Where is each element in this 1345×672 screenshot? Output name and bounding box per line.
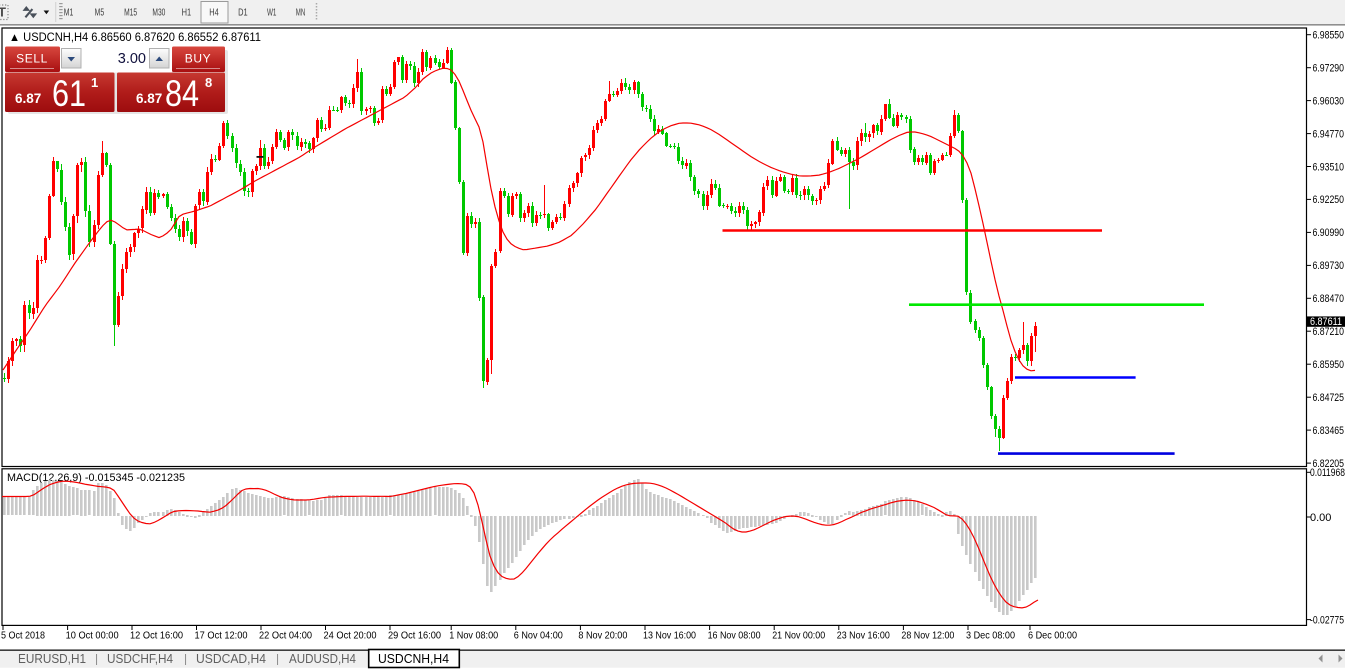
- svg-text:MACD(12,26,9) -0.015345 -0.021: MACD(12,26,9) -0.015345 -0.021235: [7, 472, 185, 484]
- svg-text:24 Oct 20:00: 24 Oct 20:00: [324, 630, 377, 642]
- svg-text:H1: H1: [182, 7, 192, 19]
- svg-text:12 Oct 16:00: 12 Oct 16:00: [130, 630, 183, 642]
- svg-text:0.00: 0.00: [1310, 512, 1331, 524]
- svg-text:6 Nov 04:00: 6 Nov 04:00: [514, 630, 563, 642]
- svg-text:6 Dec 00:00: 6 Dec 00:00: [1028, 630, 1077, 642]
- svg-text:6.94770: 6.94770: [1313, 128, 1345, 140]
- svg-text:1 Nov 08:00: 1 Nov 08:00: [449, 630, 498, 642]
- svg-text:USDCAD,H4: USDCAD,H4: [196, 652, 266, 666]
- svg-text:6.83465: 6.83465: [1313, 425, 1345, 437]
- svg-text:13 Nov 16:00: 13 Nov 16:00: [643, 630, 696, 642]
- svg-text:AUDUSD,H4: AUDUSD,H4: [289, 652, 356, 666]
- svg-text:-0.02775: -0.02775: [1310, 614, 1344, 626]
- svg-text:0.011968: 0.011968: [1310, 467, 1345, 479]
- svg-text:▲ USDCNH,H4 6.86560 6.87620 6: ▲ USDCNH,H4 6.86560 6.87620 6.86552 6.87…: [9, 32, 261, 44]
- svg-text:H4: H4: [209, 7, 219, 19]
- svg-text:6.87611: 6.87611: [1310, 316, 1342, 328]
- svg-text:6.87: 6.87: [15, 91, 41, 106]
- svg-text:10 Oct 00:00: 10 Oct 00:00: [66, 630, 119, 642]
- svg-text:17 Oct 12:00: 17 Oct 12:00: [195, 630, 248, 642]
- svg-text:6.82205: 6.82205: [1313, 458, 1345, 470]
- svg-text:MN: MN: [296, 7, 306, 19]
- svg-text:16 Nov 08:00: 16 Nov 08:00: [708, 630, 761, 642]
- svg-text:6.90990: 6.90990: [1313, 227, 1345, 239]
- svg-text:|: |: [276, 652, 279, 666]
- svg-text:6.84725: 6.84725: [1313, 392, 1345, 404]
- svg-text:|: |: [184, 652, 187, 666]
- svg-text:6.87210: 6.87210: [1313, 326, 1345, 338]
- svg-text:6.92250: 6.92250: [1313, 194, 1345, 206]
- svg-text:3.00: 3.00: [118, 51, 146, 67]
- svg-text:3 Dec 08:00: 3 Dec 08:00: [966, 630, 1015, 642]
- svg-text:6.89730: 6.89730: [1313, 260, 1345, 272]
- svg-text:5 Oct 2018: 5 Oct 2018: [1, 630, 45, 642]
- svg-text:1: 1: [91, 75, 98, 90]
- svg-text:28 Nov 12:00: 28 Nov 12:00: [901, 630, 954, 642]
- svg-text:T: T: [0, 5, 6, 20]
- svg-text:EURUSD,H1: EURUSD,H1: [18, 652, 86, 666]
- svg-text:8: 8: [205, 75, 212, 90]
- svg-text:6.93510: 6.93510: [1313, 161, 1345, 173]
- svg-text:6.96030: 6.96030: [1313, 95, 1345, 107]
- svg-text:|: |: [95, 652, 98, 666]
- svg-text:22 Oct 04:00: 22 Oct 04:00: [259, 630, 312, 642]
- svg-text:6.88470: 6.88470: [1313, 293, 1345, 305]
- svg-text:BUY: BUY: [185, 52, 211, 66]
- svg-text:D1: D1: [238, 7, 248, 19]
- svg-text:M15: M15: [124, 7, 137, 19]
- svg-text:84: 84: [165, 73, 199, 114]
- svg-text:M1: M1: [64, 7, 74, 19]
- svg-text:61: 61: [52, 73, 86, 114]
- svg-text:8 Nov 20:00: 8 Nov 20:00: [578, 630, 627, 642]
- svg-text:29 Oct 16:00: 29 Oct 16:00: [388, 630, 441, 642]
- svg-text:USDCHF,H4: USDCHF,H4: [107, 652, 173, 666]
- svg-text:6.98550: 6.98550: [1313, 30, 1345, 42]
- svg-text:23 Nov 16:00: 23 Nov 16:00: [837, 630, 890, 642]
- svg-text:6.87: 6.87: [136, 91, 162, 106]
- svg-text:M30: M30: [152, 7, 165, 19]
- svg-text:6.97290: 6.97290: [1313, 63, 1345, 75]
- svg-text:M5: M5: [95, 7, 105, 19]
- svg-text:W1: W1: [267, 7, 277, 19]
- svg-text:USDCNH,H4: USDCNH,H4: [378, 652, 449, 666]
- svg-text:SELL: SELL: [16, 52, 48, 66]
- svg-text:6.85950: 6.85950: [1313, 359, 1345, 371]
- svg-text:21 Nov 00:00: 21 Nov 00:00: [772, 630, 825, 642]
